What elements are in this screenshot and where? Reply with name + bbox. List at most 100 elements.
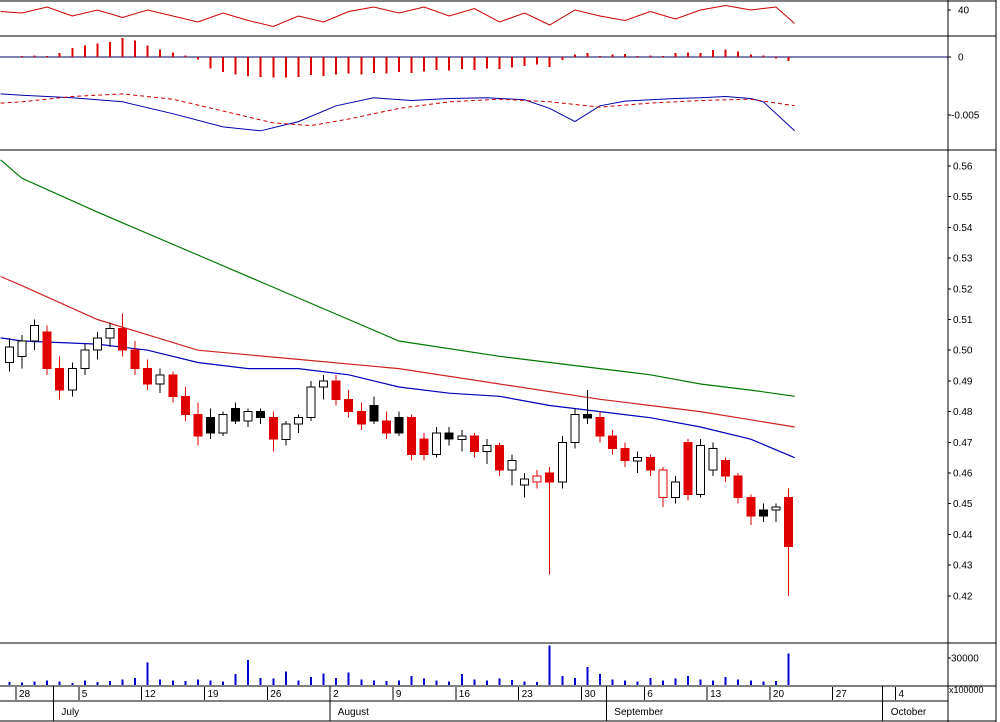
candle-body xyxy=(495,444,504,471)
week-tick-label: 9 xyxy=(396,689,402,700)
week-tick-label: 20 xyxy=(773,689,785,700)
candle-body xyxy=(633,457,643,462)
volume-axis-label: 30000 xyxy=(951,654,979,665)
week-tick-label: 26 xyxy=(270,689,282,700)
candle-body xyxy=(658,469,668,498)
candle-body xyxy=(721,460,731,477)
month-label: September xyxy=(614,707,664,718)
candle-body xyxy=(394,417,404,434)
week-tick-label: 30 xyxy=(584,689,596,700)
week-tick-label: 5 xyxy=(82,689,88,700)
month-label: October xyxy=(891,707,927,718)
candle-body xyxy=(243,411,253,422)
price-axis-label: 0.46 xyxy=(953,469,973,480)
ma-medium-line xyxy=(0,275,795,428)
candle-body xyxy=(306,386,316,419)
ma-long-line xyxy=(0,159,795,397)
candle-body xyxy=(557,441,567,483)
date-axis: 28 5 12 19 26 2 9 16 23 30 6 13 20 27 4 July August Septe… xyxy=(15,686,927,721)
week-tick-label: 23 xyxy=(522,689,534,700)
candle-body xyxy=(17,340,27,357)
ma-short-line xyxy=(0,337,795,459)
price-axis-label: 0.42 xyxy=(953,591,973,602)
price-axis-label: 0.54 xyxy=(953,223,973,234)
candle-body xyxy=(746,497,756,517)
signal-line xyxy=(0,93,795,127)
candle-body xyxy=(457,435,467,440)
candle-body xyxy=(482,444,492,452)
price-axis: 0.56 0.55 0.54 0.53 0.52 0.51 0.50 0.49 0.48 0.47… xyxy=(948,162,973,602)
candle-body xyxy=(268,417,278,440)
week-tick-label: 4 xyxy=(899,689,905,700)
candle-body xyxy=(570,414,580,443)
candle-body xyxy=(532,475,542,483)
candle-body xyxy=(331,380,341,400)
candle-body xyxy=(42,331,52,370)
week-tick-label: 28 xyxy=(19,689,31,700)
candle-body xyxy=(118,328,127,351)
candle-body xyxy=(432,432,442,456)
price-axis-label: 0.45 xyxy=(953,499,973,510)
candle-body xyxy=(683,441,693,495)
week-tick-label: 27 xyxy=(836,689,848,700)
oscillator-axis-label: 40 xyxy=(958,6,970,17)
candle-body xyxy=(369,405,379,422)
candle-body xyxy=(407,417,416,456)
week-tick-label: 19 xyxy=(208,689,220,700)
price-axis-label: 0.44 xyxy=(953,530,973,541)
candle-body xyxy=(30,325,40,342)
price-axis-label: 0.51 xyxy=(953,315,973,326)
candle-body xyxy=(507,460,517,471)
price-axis-label: 0.56 xyxy=(953,162,973,173)
price-axis-label: 0.52 xyxy=(953,284,973,295)
candle-body xyxy=(218,414,228,434)
oscillator-line xyxy=(0,4,796,28)
candle-body xyxy=(696,444,705,495)
candle-body xyxy=(180,395,190,416)
candle-body xyxy=(130,349,140,370)
candle-body xyxy=(784,497,793,548)
week-tick-label: 16 xyxy=(459,689,471,700)
candle-body xyxy=(193,414,203,437)
price-axis-label: 0.43 xyxy=(953,561,973,572)
candle-body xyxy=(469,435,479,453)
candle-body xyxy=(771,506,781,511)
candle-body xyxy=(620,447,630,462)
candle-body xyxy=(80,349,90,370)
candle-body xyxy=(582,414,592,419)
price-axis-label: 0.49 xyxy=(953,376,973,387)
candle-body xyxy=(55,368,65,391)
week-tick-label: 12 xyxy=(145,689,157,700)
price-axis-label: 0.50 xyxy=(953,346,973,357)
week-tick-label: 6 xyxy=(647,689,653,700)
candle-body xyxy=(595,417,605,437)
candle-body xyxy=(670,481,680,499)
candle-body xyxy=(231,408,241,422)
price-axis-label: 0.53 xyxy=(953,254,973,265)
candlestick-series xyxy=(4,313,793,596)
candle-body xyxy=(356,411,366,425)
candle-body xyxy=(758,509,768,517)
candle-body xyxy=(708,447,718,471)
price-axis-label: 0.48 xyxy=(953,407,973,418)
macd-axis-label: -0.005 xyxy=(951,111,980,122)
volume-series xyxy=(8,645,790,685)
candle-body xyxy=(344,398,354,413)
candle-body xyxy=(733,475,743,499)
candle-body xyxy=(281,423,291,440)
candle-body xyxy=(67,368,77,391)
candle-body xyxy=(168,374,178,397)
candle-body xyxy=(319,380,329,388)
candle-body xyxy=(444,432,454,440)
histogram-axis-label: 0 xyxy=(958,53,964,64)
candle-body xyxy=(256,411,266,419)
candle-body xyxy=(143,368,153,385)
candle-body xyxy=(608,435,618,450)
price-axis-label: 0.55 xyxy=(953,192,973,203)
candle-body xyxy=(520,478,530,486)
candle-body xyxy=(105,328,115,339)
month-label: August xyxy=(338,707,369,718)
candle-body xyxy=(545,472,555,483)
candle-body xyxy=(92,337,102,351)
